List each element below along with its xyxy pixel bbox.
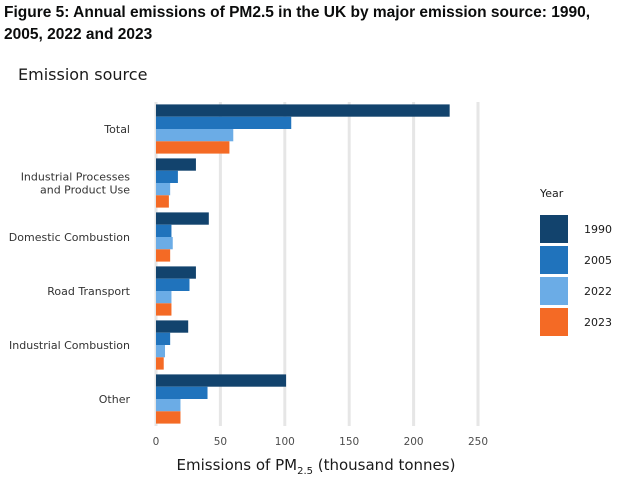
- bar-2022: [156, 183, 171, 196]
- category-label: Total: [103, 123, 130, 136]
- category-label: Industrial Processes and Product Use: [21, 171, 131, 197]
- bars: [156, 104, 450, 424]
- bar-1990: [156, 212, 209, 225]
- legend-title: Year: [539, 187, 564, 200]
- bar-2022: [156, 291, 172, 304]
- bar-1990: [156, 158, 196, 171]
- x-axis-title-suffix: (thousand tonnes): [313, 456, 455, 474]
- bar-2023: [156, 303, 172, 316]
- y-axis-title: Emission source: [18, 65, 147, 84]
- bar-2023: [156, 141, 230, 154]
- category-label: Road Transport: [47, 285, 130, 298]
- legend-swatch-2023: [540, 308, 568, 336]
- bar-1990: [156, 374, 287, 387]
- legend-label: 2005: [584, 254, 612, 267]
- bar-2022: [156, 129, 234, 142]
- legend: Year 1990 2005 2022 2023: [539, 187, 612, 336]
- legend-swatch-1990: [540, 215, 568, 243]
- x-tick-label: 250: [468, 436, 488, 448]
- bar-2005: [156, 170, 178, 183]
- bar-2023: [156, 411, 181, 424]
- bar-2022: [156, 345, 166, 358]
- x-tick-labels: 0 50 100 150 200 250: [153, 436, 488, 448]
- legend-swatch-2022: [540, 277, 568, 305]
- bar-2005: [156, 386, 208, 399]
- bar-2022: [156, 237, 173, 250]
- bar-2005: [156, 332, 171, 345]
- category-label: Other: [99, 393, 131, 406]
- bar-2023: [156, 249, 171, 262]
- bar-2022: [156, 399, 181, 412]
- bar-1990: [156, 104, 450, 117]
- category-label: Industrial Combustion: [9, 339, 130, 352]
- figure-title: Figure 5: Annual emissions of PM2.5 in t…: [4, 4, 590, 43]
- bar-2023: [156, 357, 164, 370]
- bar-2023: [156, 195, 169, 208]
- x-tick-label: 100: [275, 436, 295, 448]
- category-label: Domestic Combustion: [9, 231, 130, 244]
- bar-2005: [156, 116, 292, 129]
- x-axis-title-subscript: 2.5: [297, 466, 313, 477]
- x-tick-label: 50: [214, 436, 227, 448]
- legend-label: 2022: [584, 285, 612, 298]
- category-labels: Total Industrial Processes and Product Use…: [9, 123, 131, 406]
- x-axis-title: Emissions of PM2.5 (thousand tonnes): [177, 456, 456, 477]
- bar-1990: [156, 266, 196, 279]
- legend-label: 1990: [584, 223, 612, 236]
- gridlines: [154, 102, 480, 426]
- legend-label: 2023: [584, 316, 612, 329]
- x-tick-label: 0: [153, 436, 160, 448]
- bar-2005: [156, 224, 172, 237]
- x-tick-label: 150: [339, 436, 359, 448]
- x-tick-label: 200: [404, 436, 424, 448]
- bar-2005: [156, 278, 190, 291]
- x-axis-title-main: Emissions of PM: [177, 456, 298, 474]
- bar-1990: [156, 320, 189, 333]
- legend-swatch-2005: [540, 246, 568, 274]
